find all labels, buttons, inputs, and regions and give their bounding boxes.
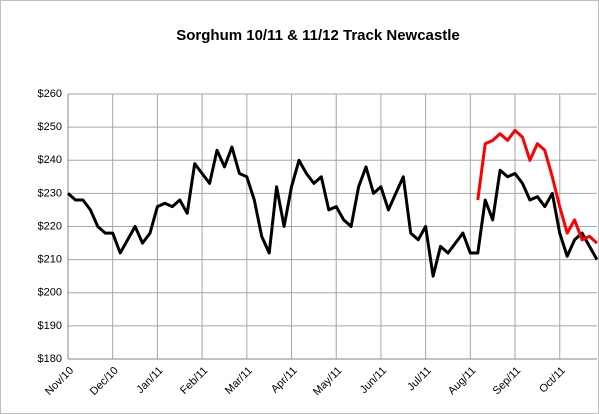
y-tick-label: $180 bbox=[38, 353, 62, 365]
y-tick-label: $190 bbox=[38, 320, 62, 332]
y-tick-label: $260 bbox=[38, 88, 62, 100]
y-tick-label: $200 bbox=[38, 287, 62, 299]
y-tick-label: $250 bbox=[38, 121, 62, 133]
y-tick-label: $210 bbox=[38, 254, 62, 266]
series-line bbox=[476, 128, 598, 245]
y-tick-label: $240 bbox=[38, 154, 62, 166]
chart-title: Sorghum 10/11 & 11/12 Track Newcastle bbox=[176, 27, 460, 44]
series-line bbox=[67, 145, 599, 278]
y-tick-label: $230 bbox=[38, 187, 62, 199]
y-tick-label: $220 bbox=[38, 220, 62, 232]
